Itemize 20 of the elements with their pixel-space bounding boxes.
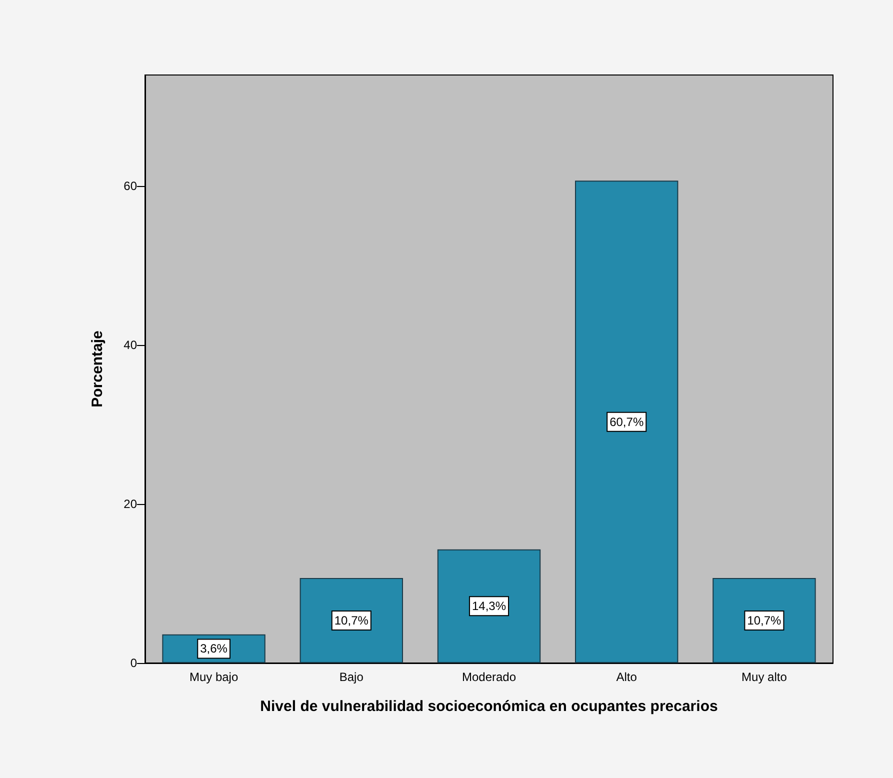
bar	[437, 549, 541, 663]
x-axis-title: Nivel de vulnerabilidad socioeconómica en ocupantes precarios	[260, 698, 718, 715]
bar	[300, 578, 403, 663]
x-tick-label: Alto	[616, 670, 638, 684]
y-tick-label: 40	[124, 338, 138, 352]
y-tick-label: 20	[124, 497, 138, 512]
data-label: 60,7%	[610, 414, 644, 429]
x-tick-label: Moderado	[462, 670, 516, 684]
y-tick-label: 0	[130, 656, 138, 670]
data-label: 3,6%	[200, 642, 228, 656]
x-tick-label: Muy bajo	[189, 670, 238, 684]
y-tick-label: 60	[124, 179, 138, 194]
data-label: 10,7%	[747, 613, 782, 628]
y-axis-title: Porcentaje	[89, 330, 106, 408]
data-label: 10,7%	[334, 613, 369, 628]
bar	[712, 578, 816, 663]
bar	[575, 180, 678, 663]
x-tick-label: Muy alto	[742, 670, 788, 684]
data-label: 14,3%	[472, 599, 506, 614]
x-tick-label: Bajo	[339, 670, 364, 684]
